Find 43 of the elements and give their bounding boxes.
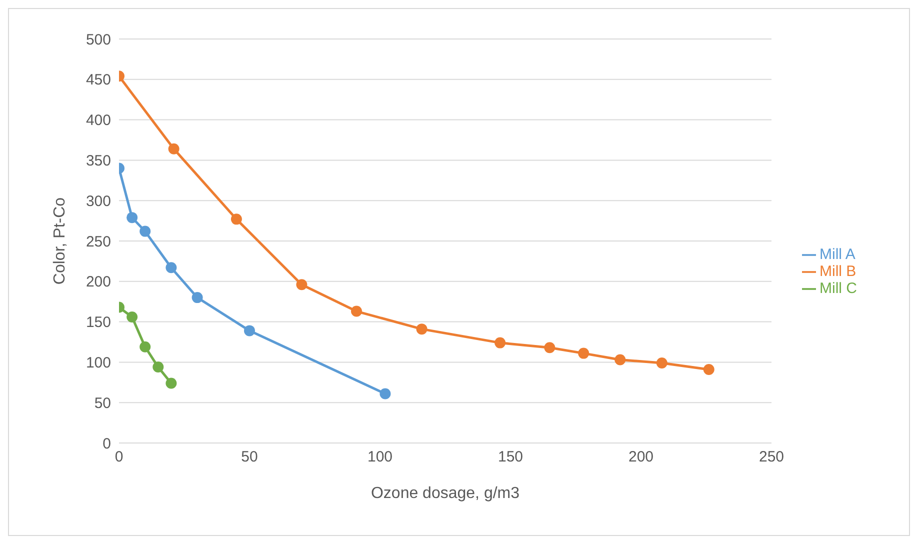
x-tick-label: 100 — [367, 448, 393, 466]
y-tick-label: 0 — [102, 435, 111, 452]
y-tick-label: 450 — [86, 72, 111, 89]
legend-label: Mill A — [820, 246, 856, 262]
x-tick-label: 200 — [628, 448, 654, 466]
y-tick-label: 350 — [86, 152, 111, 170]
x-axis-title: Ozone dosage, g/m3 — [370, 485, 520, 502]
y-tick-label: 100 — [86, 354, 111, 372]
legend-label: Mill C — [820, 280, 857, 296]
y-tick-label: 300 — [86, 192, 111, 210]
y-tick-label: 200 — [86, 274, 111, 291]
y-tick-label: 250 — [86, 233, 111, 250]
point — [192, 292, 203, 304]
point — [166, 262, 177, 274]
y-tick-label: 400 — [86, 112, 111, 130]
point — [126, 311, 138, 322]
x-tick-label: 50 — [241, 448, 258, 466]
point — [126, 212, 138, 224]
legend-label: Mill B — [820, 262, 856, 280]
point — [703, 364, 714, 375]
point — [230, 214, 242, 225]
point — [416, 324, 428, 335]
y-tick-label: 500 — [86, 31, 111, 48]
point — [544, 342, 556, 354]
point — [166, 378, 177, 389]
point — [351, 306, 362, 317]
point — [152, 362, 164, 373]
point — [656, 358, 668, 369]
point — [140, 226, 151, 237]
y-axis-title: Color, Pt-Co — [52, 197, 69, 285]
point — [244, 325, 255, 336]
point — [494, 337, 506, 348]
y-tick-label: 50 — [94, 394, 111, 412]
x-tick-label: 150 — [498, 448, 524, 466]
point — [614, 354, 626, 366]
x-tick-label: 250 — [758, 448, 784, 466]
x-tick-label: 0 — [114, 448, 124, 466]
point — [168, 143, 180, 154]
point — [140, 341, 151, 352]
y-tick-label: 150 — [86, 314, 111, 332]
point — [296, 279, 308, 290]
point — [578, 348, 590, 359]
point — [380, 388, 391, 400]
